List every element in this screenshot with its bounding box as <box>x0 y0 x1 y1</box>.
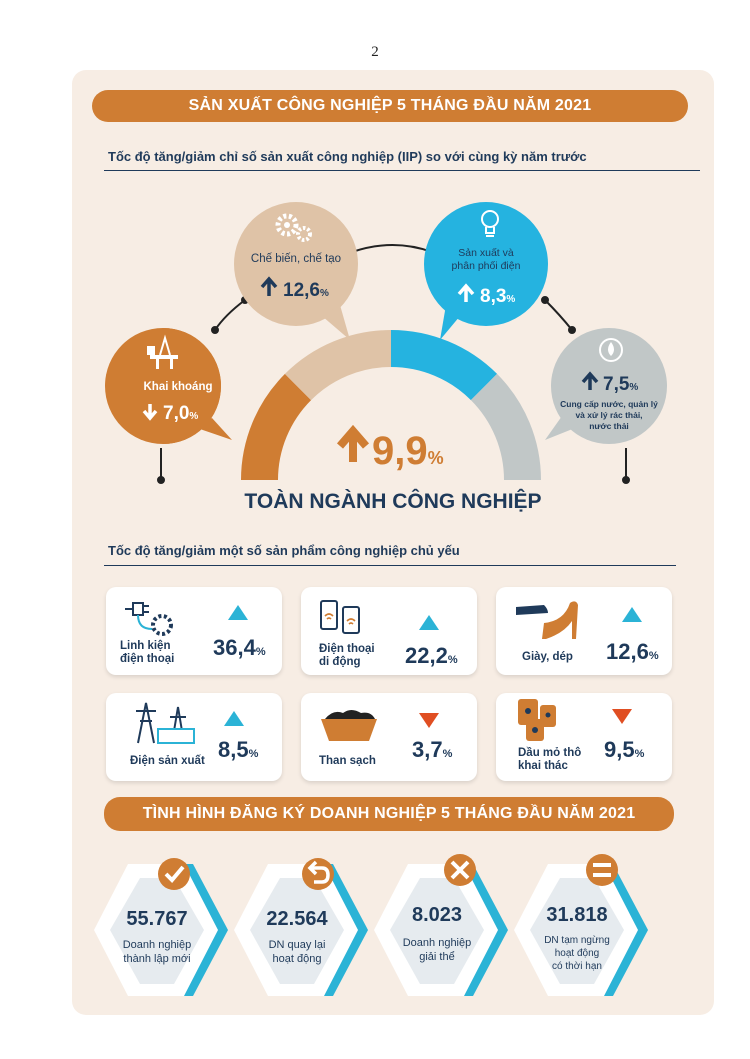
section1-subtitle: Tốc độ tăng/giảm chỉ số sản xuất công ng… <box>108 149 587 164</box>
product-value-giay-dep: 12,6% <box>606 639 659 664</box>
product-card-linh-kien: Linh kiện điện thoại 36,4% <box>106 587 282 675</box>
triangle-up-icon <box>419 615 439 630</box>
section1-banner: SẢN XUẤT CÔNG NGHIỆP 5 THÁNG ĐẦU NĂM 202… <box>92 90 688 122</box>
product-label-dien-thoai: Điện thoại di động <box>319 643 375 668</box>
section2-rule <box>104 565 676 566</box>
product-card-than-sach: Than sạch 3,7% <box>301 693 477 781</box>
triangle-up-icon <box>228 605 248 620</box>
product-value-than-sach: 3,7% <box>412 737 453 762</box>
triangle-down-icon <box>419 713 439 728</box>
plug-gear-icon <box>125 602 173 636</box>
section3-banner: TÌNH HÌNH ĐĂNG KÝ DOANH NGHIỆP 5 THÁNG Đ… <box>104 797 674 831</box>
product-label-dien-san-xuat: Điện sản xuất <box>130 755 205 767</box>
product-label-than-sach: Than sạch <box>319 755 376 767</box>
product-value-dau-mo: 9,5% <box>604 737 645 762</box>
product-value-linh-kien: 36,4% <box>213 635 266 660</box>
smartphones-icon <box>320 600 360 634</box>
triangle-up-icon <box>622 607 642 622</box>
product-card-dien-thoai: Điện thoại di động 22,2% <box>301 587 477 675</box>
triangle-up-icon <box>224 711 244 726</box>
product-label-dau-mo: Dầu mỏ thô khai thác <box>518 747 582 772</box>
page-number: 2 <box>371 44 379 60</box>
product-label-linh-kien: Linh kiện điện thoại <box>120 640 175 665</box>
product-value-dien-san-xuat: 8,5% <box>218 737 259 762</box>
product-card-giay-dep: Giày, dép 12,6% <box>496 587 672 675</box>
product-card-dau-mo: Dầu mỏ thô khai thác 9,5% <box>496 693 672 781</box>
section1-rule <box>104 170 700 171</box>
product-card-dien-san-xuat: Điện sản xuất 8,5% <box>106 693 282 781</box>
power-tower-icon <box>136 702 195 744</box>
product-label-giay-dep: Giày, dép <box>522 651 573 663</box>
section2-subtitle: Tốc độ tăng/giảm một số sản phẩm công ng… <box>108 543 460 558</box>
shoes-icon <box>516 601 578 639</box>
triangle-down-icon <box>612 709 632 724</box>
oil-barrels-icon <box>518 699 556 741</box>
coal-cart-icon <box>321 710 377 741</box>
product-value-dien-thoai: 22,2% <box>405 643 458 668</box>
